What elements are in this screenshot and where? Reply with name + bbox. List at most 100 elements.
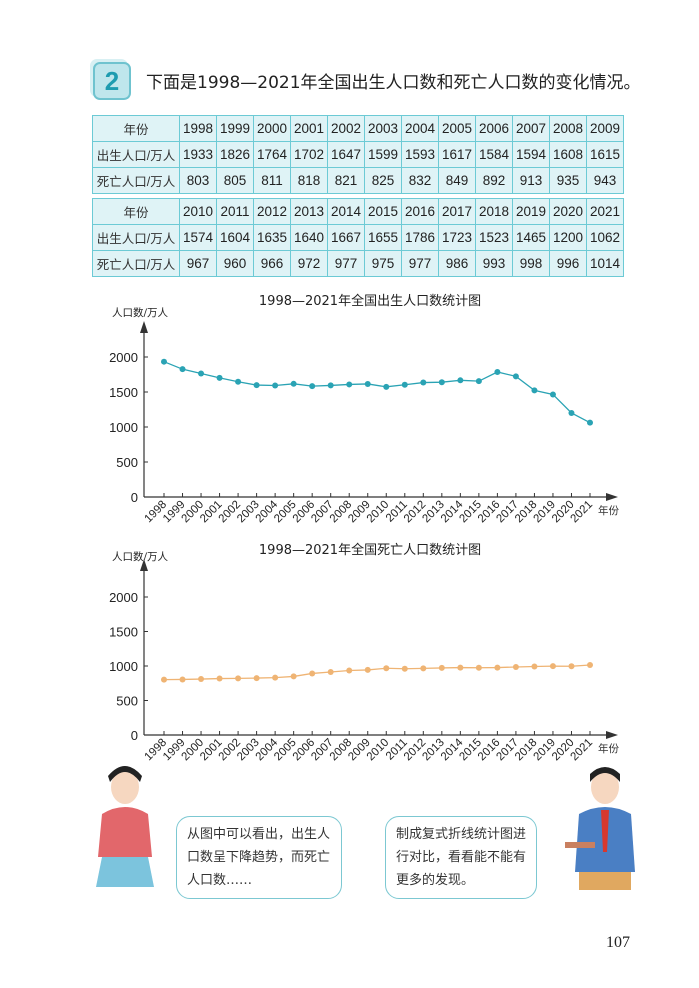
- boy-illustration: [565, 767, 635, 890]
- y-tick-label: 1000: [109, 659, 138, 674]
- chart-title: 1998—2021年全国死亡人口数统计图: [259, 542, 481, 558]
- data-point: [364, 666, 371, 673]
- data-table-1998-2009: 年份 1998 1999 2000 2001 2002 2003 2004 2005 2006 20…: [92, 115, 624, 194]
- data-point: [327, 669, 334, 676]
- table-cell: 1584: [475, 141, 513, 168]
- data-point: [346, 381, 353, 388]
- data-point: [216, 374, 223, 381]
- data-point: [475, 664, 482, 671]
- data-point: [235, 378, 242, 385]
- table-cell: 935: [549, 167, 587, 194]
- table-cell: 1604: [216, 224, 254, 251]
- x-axis-label: 年份: [598, 742, 619, 755]
- table-cell: 1617: [438, 141, 476, 168]
- table-cell: 811: [253, 167, 291, 194]
- table-cell: 967: [179, 250, 217, 277]
- table-cell: 977: [401, 250, 439, 277]
- table-cell: 892: [475, 167, 513, 194]
- table-row: 死亡人口/万人 803 805 811 818 821 825 832 849 892 913 935…: [92, 167, 624, 194]
- y-tick-label: 500: [116, 694, 138, 709]
- table-cell: 825: [364, 167, 402, 194]
- table-cell: 998: [512, 250, 550, 277]
- table-cell: 1608: [549, 141, 587, 168]
- data-point: [161, 358, 167, 365]
- data-point: [512, 663, 519, 670]
- data-point: [438, 379, 445, 386]
- exercise-number: 2: [93, 62, 131, 100]
- table-cell: 1062: [586, 224, 624, 251]
- y-axis-label: 人口数/万人: [112, 550, 169, 563]
- data-point: [401, 665, 408, 672]
- table-cell: 2007: [512, 115, 550, 142]
- table-cell: 1998: [179, 115, 217, 142]
- series-line: [163, 361, 591, 424]
- table-cell: 2008: [549, 115, 587, 142]
- table-cell: 966: [253, 250, 291, 277]
- table-cell: 2016: [401, 198, 439, 225]
- data-point: [179, 366, 186, 373]
- table-cell: 1667: [327, 224, 365, 251]
- table-row: 年份 2010 2011 2012 2013 2014 2015 2016 2017 2018 20…: [92, 198, 624, 225]
- data-point: [420, 665, 427, 672]
- data-point: [531, 663, 538, 670]
- table-cell: 2017: [438, 198, 476, 225]
- table-cell: 1647: [327, 141, 365, 168]
- data-point: [420, 379, 427, 386]
- data-point: [346, 667, 353, 674]
- data-point: [327, 382, 334, 389]
- table-cell: 1014: [586, 250, 624, 277]
- data-point: [401, 381, 408, 388]
- table-cell: 1465: [512, 224, 550, 251]
- table-cell: 2020: [549, 198, 587, 225]
- table-cell: 2000: [253, 115, 291, 142]
- x-tick-label: 2021: [569, 737, 596, 763]
- x-tick-label: 2021: [569, 499, 596, 525]
- table-cell: 849: [438, 167, 476, 194]
- table-cell: 1593: [401, 141, 439, 168]
- data-point: [290, 673, 297, 680]
- row-label: 出生人口/万人: [92, 141, 180, 168]
- data-point: [494, 368, 501, 375]
- data-point: [383, 665, 390, 672]
- table-cell: 821: [327, 167, 365, 194]
- data-point: [272, 674, 279, 681]
- table-cell: 986: [438, 250, 476, 277]
- table-cell: 1702: [290, 141, 328, 168]
- table-cell: 1999: [216, 115, 254, 142]
- data-point: [475, 378, 482, 385]
- data-point: [198, 676, 205, 683]
- data-point: [438, 664, 445, 671]
- data-point: [161, 676, 167, 683]
- table-cell: 975: [364, 250, 402, 277]
- table-cell: 960: [216, 250, 254, 277]
- exercise-intro: 下面是1998—2021年全国出生人口数和死亡人口数的变化情况。: [146, 73, 641, 93]
- table-cell: 993: [475, 250, 513, 277]
- data-point: [587, 419, 593, 426]
- row-label: 年份: [92, 115, 180, 142]
- table-cell: 1594: [512, 141, 550, 168]
- y-tick-label: 1000: [109, 420, 138, 435]
- table-row: 出生人口/万人 1574 1604 1635 1640 1667 1655 1786 1723 1…: [92, 224, 624, 251]
- table-cell: 913: [512, 167, 550, 194]
- row-label: 年份: [92, 198, 180, 225]
- table-cell: 996: [549, 250, 587, 277]
- row-label: 出生人口/万人: [92, 224, 180, 251]
- table-cell: 2011: [216, 198, 254, 225]
- data-point: [457, 377, 464, 384]
- table-cell: 1826: [216, 141, 254, 168]
- table-row: 死亡人口/万人 967 960 966 972 977 975 977 986 993 998 996…: [92, 250, 624, 277]
- data-table-2010-2021: 年份 2010 2011 2012 2013 2014 2015 2016 2017 2018 20…: [92, 198, 624, 277]
- data-point: [531, 387, 538, 394]
- table-cell: 1615: [586, 141, 624, 168]
- data-point: [235, 675, 242, 682]
- y-tick-label: 1500: [109, 625, 138, 640]
- y-tick-label: 2000: [109, 350, 138, 365]
- table-cell: 818: [290, 167, 328, 194]
- data-point: [216, 675, 223, 682]
- table-row: 出生人口/万人 1933 1826 1764 1702 1647 1599 1593 1617 1…: [92, 141, 624, 168]
- table-cell: 2012: [253, 198, 291, 225]
- table-cell: 2006: [475, 115, 513, 142]
- data-point: [253, 382, 260, 389]
- table-cell: 1764: [253, 141, 291, 168]
- y-axis-arrow: [140, 559, 148, 571]
